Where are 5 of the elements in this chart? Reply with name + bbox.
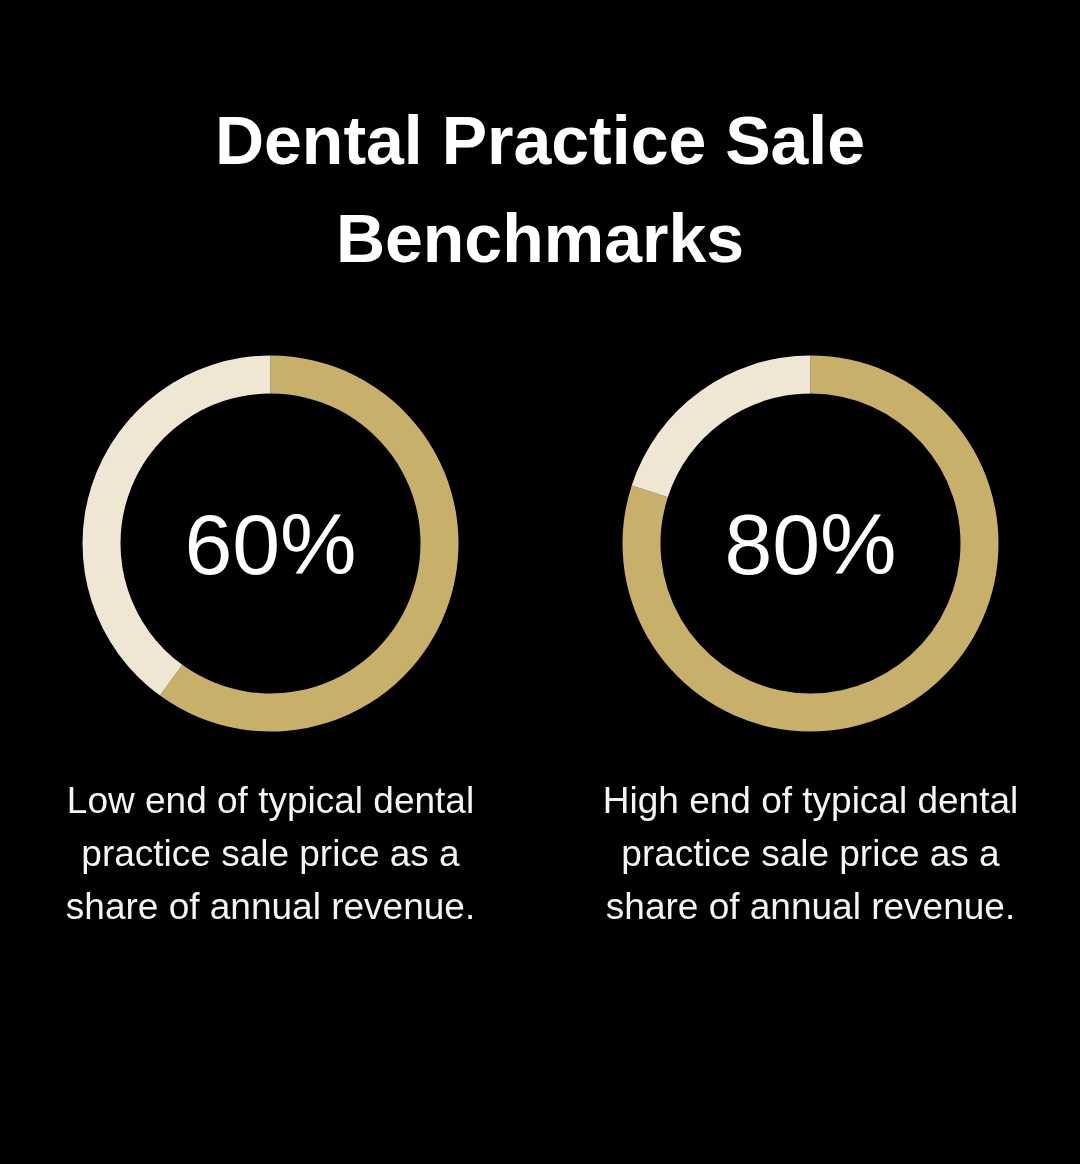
text: Low end of typical dental practice sale price as a share of annual revenue. [65,780,476,927]
chart-title: Dental Practice Sale Benchmarks [213,101,867,278]
data-label: 60% [184,495,357,592]
data-label: 80% [724,495,897,592]
text: High end of typical dental practice sale price as a share of annual revenue. [602,780,1019,927]
